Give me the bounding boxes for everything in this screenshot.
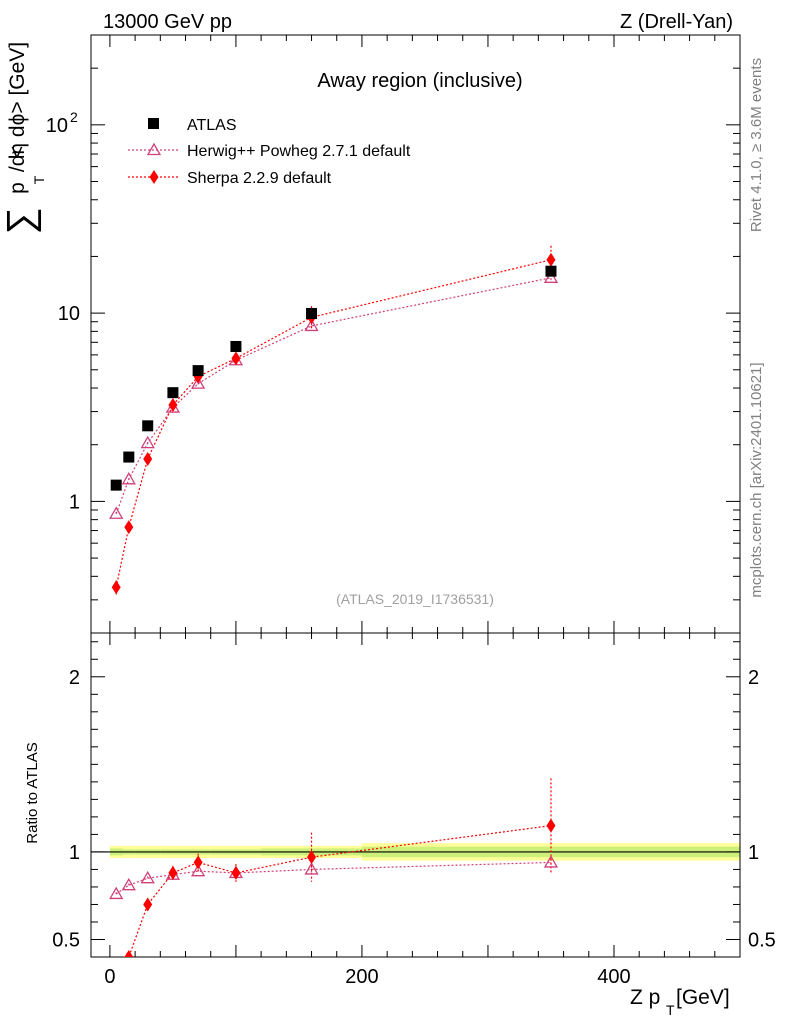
main-y-axis-label: < ∑ p T /dη dϕ> [GeV] (0, 42, 47, 235)
x-tick-label: 400 (597, 966, 630, 988)
main-y-tick-label: 1 (69, 491, 80, 513)
legend-herwig-marker (146, 142, 162, 156)
x-label-sub: T (666, 1002, 675, 1018)
x-label-main: Z p (630, 986, 660, 1009)
sherpa-main-point (231, 351, 241, 366)
sherpa-ratio-point (193, 855, 203, 870)
y-label-sub: T (31, 175, 47, 184)
sherpa-ratio-line (128, 825, 552, 957)
sherpa-main-point (546, 252, 556, 267)
atlas-main-point (230, 340, 242, 352)
ratio-y-tick-label-right: 0.5 (748, 929, 776, 951)
main-title: Away region (inclusive) (317, 70, 522, 92)
main-y-tick-label: 10 (58, 303, 80, 325)
herwig-ratio-point (109, 886, 124, 900)
rivet-version-label: Rivet 4.1.0, ≥ 3.6M events (748, 58, 765, 232)
sherpa-ratio-point (143, 897, 153, 912)
herwig-ratio-point (121, 877, 136, 891)
herwig-main-point (140, 435, 155, 449)
legend-sherpa-marker (149, 170, 159, 184)
y-label-rest: /dη dϕ> [GeV] (6, 42, 29, 172)
legend-atlas-marker (148, 118, 159, 129)
herwig-ratio-point (190, 863, 206, 877)
sherpa-ratio-point (124, 950, 134, 957)
main-y-tick-label-exponent: 2 (70, 109, 78, 125)
ratio-y-axis-label: Ratio to ATLAS (24, 742, 41, 843)
y-label-sum: ∑ (0, 207, 42, 234)
herwig-ratio-point (304, 862, 319, 875)
y-label-p: p (6, 182, 29, 194)
herwig-main-line (115, 277, 552, 514)
atlas-main-point (192, 365, 204, 377)
x-tick-label: 200 (345, 966, 378, 988)
sherpa-main-point (124, 520, 134, 535)
sherpa-ratio-point (231, 865, 241, 880)
herwig-main-point (190, 376, 206, 389)
sherpa-ratio-point (168, 865, 178, 880)
herwig-ratio-point (140, 870, 155, 884)
atlas-main-point (142, 420, 154, 432)
energy-label: 13000 GeV pp (103, 11, 232, 33)
herwig-main-point (304, 318, 319, 332)
legend-sherpa-label: Sherpa 2.2.9 default (187, 170, 332, 187)
ratio-y-tick-label-right: 2 (748, 667, 759, 689)
atlas-main-point (306, 308, 318, 320)
herwig-main-point (121, 472, 136, 485)
atlas-main-point (123, 451, 135, 463)
herwig-ratio-point (543, 855, 559, 868)
mcplots-label: mcplots.cern.ch [arXiv:2401.10621] (748, 362, 765, 597)
x-label-rest: [GeV] (676, 986, 730, 1009)
ratio-series-group (109, 778, 559, 957)
ratio-y-tick-label-left: 0.5 (52, 929, 80, 951)
x-tick-label: 0 (104, 966, 115, 988)
atlas-main-point (545, 265, 557, 277)
herwig-main-point (543, 270, 559, 283)
herwig-ratio-line (115, 861, 551, 895)
analysis-label: (ATLAS_2019_I1736531) (336, 591, 494, 607)
atlas-main-point (110, 479, 122, 491)
process-label: Z (Drell-Yan) (620, 11, 733, 33)
legend: ATLAS Herwig++ Powheg 2.7.1 default Sher… (128, 117, 411, 187)
sherpa-main-point (143, 451, 153, 466)
ratio-y-tick-label-left: 1 (69, 842, 80, 864)
ratio-y-tick-label-right: 1 (748, 842, 759, 864)
sherpa-ratio-point (546, 818, 556, 833)
herwig-main-point (109, 506, 124, 519)
ratio-y-tick-label-left: 2 (69, 667, 80, 689)
legend-herwig-label: Herwig++ Powheg 2.7.1 default (187, 143, 411, 160)
sherpa-main-point (168, 398, 178, 413)
sherpa-ratio-point (307, 850, 317, 865)
sherpa-main-point (111, 580, 121, 595)
legend-atlas-label: ATLAS (187, 117, 237, 134)
ratio-plot-frame (90, 632, 741, 958)
main-y-tick-label: 10 (46, 115, 68, 137)
y-label-prefix: < (6, 146, 29, 158)
atlas-main-point (167, 387, 179, 399)
sherpa-main-line (115, 259, 552, 588)
x-axis-label: Z p T [GeV] (630, 986, 730, 1018)
